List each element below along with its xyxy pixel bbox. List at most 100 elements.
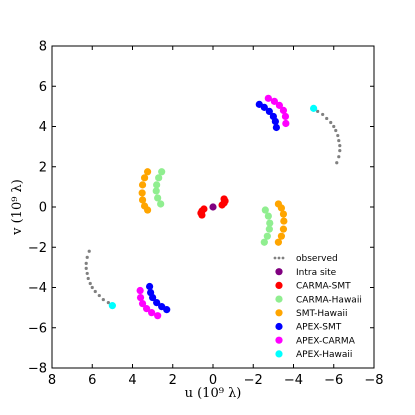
legend-label-apex-smt: APEX-SMT [296,323,342,333]
x-tick-label: 6 [88,373,96,388]
point-observed [338,144,342,148]
point-apex-hawaii [310,104,318,112]
point-apex-carma [282,119,290,128]
x-tick-label: −6 [324,373,343,388]
y-axis-label: v (10⁹ λ) [10,179,25,236]
point-observed [84,261,88,265]
point-carma-hawaii [157,200,165,208]
y-tick-label: 8 [39,40,47,55]
point-smt-hawaii [138,189,146,197]
legend-label-apex-hawaii: APEX-Hawaii [296,350,352,360]
point-smt-hawaii [274,238,283,246]
point-observed [337,155,341,159]
point-apex-carma [136,293,145,302]
point-observed [85,271,89,276]
y-tick-label: 4 [39,120,47,135]
legend-label-carma-hawaii: CARMA-Hawaii [296,295,362,305]
legend-marker-smt-hawaii [275,309,283,317]
x-tick-label: −8 [364,373,383,388]
point-smt-hawaii [279,225,288,233]
point-apex-carma [275,101,284,109]
point-observed [316,109,320,114]
point-apex-carma [138,300,147,308]
point-smt-hawaii [274,200,283,208]
point-apex-smt [260,103,268,111]
point-carma-hawaii [264,212,272,220]
point-observed [101,297,105,302]
point-smt-hawaii [280,217,288,225]
point-carma-hawaii [266,219,274,227]
y-tick-label: −2 [28,241,47,256]
point-carma-hawaii [263,232,271,240]
point-apex-smt [272,123,280,132]
point-carma-hawaii [153,181,161,189]
point-apex-carma [142,305,151,313]
point-apex-carma [264,94,272,102]
point-smt-hawaii [138,181,147,189]
legend-marker-apex-carma [275,336,283,344]
point-observed [335,161,339,165]
legend-marker-apex-hawaii [275,350,283,358]
point-observed [329,120,333,125]
point-observed [88,281,92,286]
legend-label-observed: observed [296,254,338,264]
legend-label-smt-hawaii: SMT-Hawaii [296,309,348,319]
point-apex-carma [270,97,278,105]
point-apex-smt [147,288,155,297]
legend-marker-carma-hawaii [275,295,283,303]
point-observed [325,116,329,121]
point-apex-carma [279,106,288,114]
point-apex-smt [146,282,154,291]
point-apex-smt [158,303,166,311]
y-tick-label: 0 [39,201,47,216]
y-tick-label: 6 [39,80,47,95]
point-carma-hawaii [158,168,166,176]
point-observed [332,124,336,129]
x-tick-label: 0 [209,373,217,388]
point-apex-carma [154,312,162,320]
point-apex-carma [148,309,156,317]
legend-marker-observed [281,256,285,260]
point-observed [87,249,91,253]
legend: observed Intra site CARMA-SMT CARMA-Hawaii S… [273,254,362,360]
point-intra-site [209,203,217,211]
point-observed [334,128,338,133]
point-observed [86,276,90,281]
legend-marker-carma-smt [275,281,283,289]
y-tick-label: −4 [28,281,47,296]
point-apex-carma [136,286,144,295]
x-tick-label: −4 [284,373,303,388]
point-carma-hawaii [265,225,273,233]
point-carma-smt [220,195,228,203]
point-apex-carma [281,112,290,121]
point-observed [338,149,342,153]
series-layer [84,94,342,320]
x-tick-label: −2 [244,373,263,388]
point-observed [84,266,88,270]
point-observed [337,138,341,143]
point-apex-hawaii [108,302,116,310]
y-tick-label: 2 [39,160,47,175]
point-observed [321,112,325,117]
x-tick-label: 4 [128,373,136,388]
point-carma-smt [198,211,206,219]
point-carma-hawaii [261,206,269,214]
x-axis-label: u (10⁹ λ) [185,386,242,401]
legend-marker-observed [273,256,277,260]
point-observed [97,293,101,298]
x-tick-label: 8 [48,373,56,388]
y-tick-label: −6 [28,321,47,336]
point-smt-hawaii [138,196,147,204]
point-observed [93,289,97,294]
point-carma-hawaii [154,194,162,202]
point-observed [90,285,94,290]
point-apex-smt [265,107,273,116]
legend-marker-intra-site [275,268,283,276]
point-smt-hawaii [279,210,288,218]
point-observed [85,255,89,259]
point-apex-smt [153,298,161,307]
point-carma-hawaii [155,174,163,182]
point-observed [106,300,110,305]
